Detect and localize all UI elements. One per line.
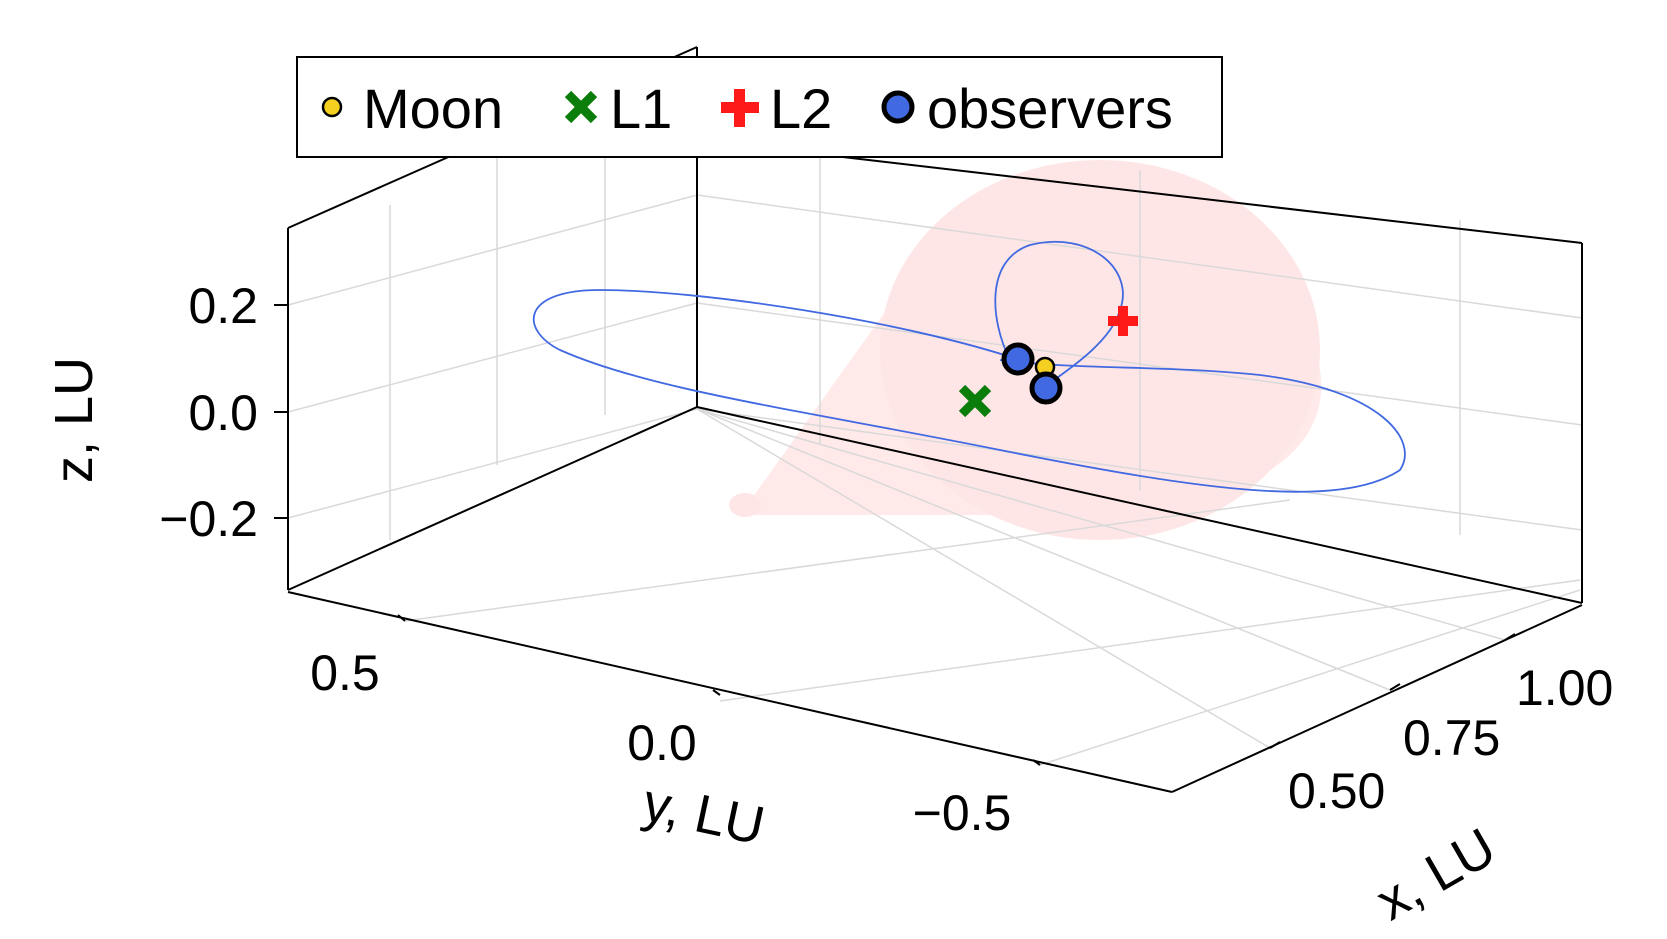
l1-marker — [958, 384, 992, 418]
x-axis-label: x, LU — [1366, 817, 1505, 932]
x-tick-labels: 0.50 0.75 1.00 — [1288, 660, 1613, 819]
legend-label-l2: L2 — [770, 77, 832, 140]
visibility-cone — [729, 160, 1322, 540]
orbit-small-loop — [994, 240, 1124, 391]
legend-box — [296, 56, 1223, 158]
tick-marks — [274, 304, 1516, 766]
legend-label-observers: observers — [927, 77, 1173, 140]
orbit-large-loop — [532, 289, 1406, 493]
legend: Moon L1 L2 observers — [296, 56, 1223, 158]
z-tick-label: 0.2 — [188, 278, 258, 334]
observer-point — [1029, 371, 1063, 405]
legend-label-l1: L1 — [610, 77, 672, 140]
legend-l1-swatch — [564, 90, 598, 124]
legend-l2-swatch — [721, 89, 759, 127]
y-tick-label: 0.0 — [627, 715, 697, 771]
observer-point — [1001, 342, 1035, 376]
y-tick-label: −0.5 — [913, 785, 1012, 841]
l2-marker — [1108, 306, 1138, 336]
orbit — [532, 240, 1406, 493]
z-tick-label: 0.0 — [188, 385, 258, 441]
y-tick-label: 0.5 — [310, 645, 380, 701]
y-axis-label: y, LU — [638, 772, 770, 856]
legend-observers-swatch — [881, 90, 915, 124]
x-tick-label: 0.50 — [1288, 763, 1385, 819]
legend-label-moon: Moon — [363, 77, 503, 140]
grid — [287, 80, 1583, 766]
z-tick-labels: 0.2 0.0 −0.2 — [159, 278, 258, 547]
z-axis-label: z, LU — [44, 357, 104, 483]
legend-moon-swatch — [321, 96, 343, 118]
y-tick-labels: 0.5 0.0 −0.5 — [310, 645, 1011, 841]
z-tick-label: −0.2 — [159, 491, 258, 547]
markers — [958, 306, 1138, 418]
x-tick-label: 0.75 — [1403, 710, 1500, 766]
x-tick-label: 1.00 — [1516, 660, 1613, 716]
